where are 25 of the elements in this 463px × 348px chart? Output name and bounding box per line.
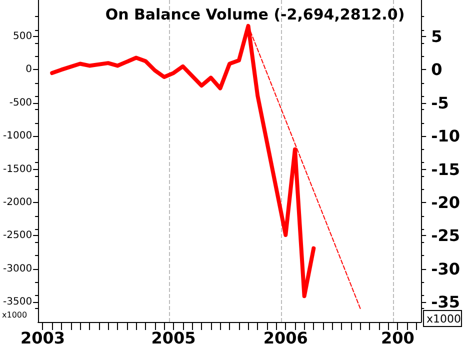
y-tick-label: -500	[9, 97, 32, 108]
y-tick-label: 500	[12, 31, 32, 42]
y2-tick-label: -35	[431, 292, 460, 312]
y2-tick-label: 5	[431, 27, 442, 46]
y-tick-label: -1000	[2, 130, 32, 142]
y-tick-label: -3000	[2, 263, 32, 274]
y2-tick-label: -25	[431, 226, 460, 246]
text: x1000	[426, 312, 462, 326]
chart-title: On Balance Volume (-2,694,2812.0)	[105, 6, 405, 24]
y2-tick-label: -30	[431, 259, 460, 278]
x-tick-label: 2006	[263, 328, 308, 348]
y2-tick-label: -20	[431, 192, 460, 212]
y-tick-label: -2500	[2, 230, 32, 242]
y-tick-label: -1500	[2, 164, 32, 175]
x-tick-label: 200	[381, 328, 414, 348]
y2-tick-label: -15	[431, 160, 460, 179]
y2-tick-label: 0	[431, 60, 442, 80]
text: x1000	[2, 310, 28, 320]
y-tick-label: -3500	[2, 296, 32, 308]
y-tick-label: 0	[26, 64, 32, 76]
x-tick-label: 2005	[151, 328, 196, 348]
x-tick-label: 2003	[20, 328, 65, 348]
y2-tick-label: -10	[431, 126, 460, 146]
y2-tick-label: -5	[431, 93, 449, 112]
y-tick-label: -2000	[2, 196, 32, 208]
